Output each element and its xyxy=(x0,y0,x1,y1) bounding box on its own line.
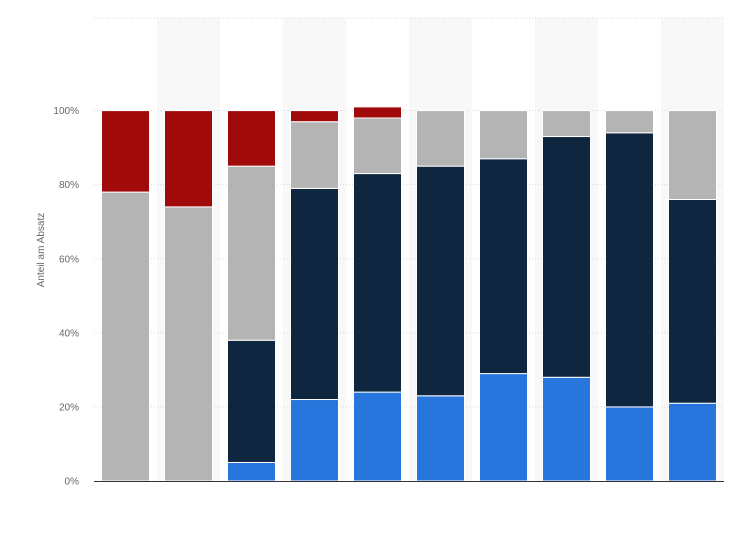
y-tick-label: 0% xyxy=(65,477,80,488)
axes: 0% 20% 40% 60% 80% 100% xyxy=(53,106,724,488)
bar-segment xyxy=(227,339,276,463)
bar-segment xyxy=(353,117,402,175)
bar-segment xyxy=(542,136,591,378)
bar-segment xyxy=(353,106,402,119)
y-axis-label: Anteil am Absatz xyxy=(36,213,47,287)
bar-segment xyxy=(353,173,402,393)
bar-segment xyxy=(416,395,465,482)
bar-segment xyxy=(542,376,591,482)
bar-segment xyxy=(101,191,150,482)
bars xyxy=(101,106,717,482)
bar-segment xyxy=(227,165,276,341)
bar-segment xyxy=(668,198,717,404)
bar-segment xyxy=(479,158,528,375)
bar-segment xyxy=(164,206,213,482)
bar-segment xyxy=(668,402,717,482)
bar-segment xyxy=(542,110,591,138)
bar-segment xyxy=(416,110,465,167)
bar-segment xyxy=(290,399,339,482)
bar-segment xyxy=(290,121,339,189)
bar-segment xyxy=(605,110,654,134)
bar-segment xyxy=(605,132,654,408)
y-tick-label: 40% xyxy=(59,328,79,339)
y-tick-label: 80% xyxy=(59,180,79,191)
bar-segment xyxy=(101,110,150,193)
y-tick-label: 20% xyxy=(59,402,79,413)
bar-segment xyxy=(164,110,213,208)
bar-segment xyxy=(290,110,339,123)
bar-segment xyxy=(290,187,339,401)
bar-segment xyxy=(605,406,654,482)
bar-segment xyxy=(479,110,528,160)
bar-segment xyxy=(668,110,717,200)
bar-segment xyxy=(227,110,276,167)
bar-segment xyxy=(353,391,402,482)
bar-segment xyxy=(227,461,276,482)
y-tick-label: 100% xyxy=(53,106,79,117)
bar-segment xyxy=(416,165,465,397)
y-tick-label: 60% xyxy=(59,254,79,265)
bar-segment xyxy=(479,373,528,482)
